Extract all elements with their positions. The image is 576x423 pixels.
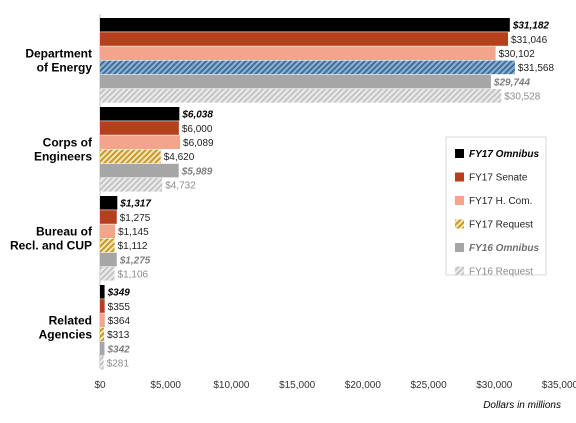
legend-label: FY16 Omnibus <box>469 243 539 254</box>
bar-value-label: $1,317 <box>119 199 151 210</box>
bar-fy16-request-3 <box>100 356 104 370</box>
category-label: Agencies <box>39 328 93 342</box>
bar-value-label: $281 <box>107 359 130 370</box>
x-axis: $0 $5,000 $10,000 $15,000 $20,000 $25,000 $30,… <box>94 380 576 391</box>
bar-fy17-omnibus-1 <box>100 107 180 121</box>
bar-fy17-senate-3 <box>100 299 105 313</box>
bar-fy17-h-com--3 <box>100 313 105 327</box>
bar-fy17-h-com--0 <box>100 46 496 60</box>
legend-swatch <box>455 266 464 276</box>
bar-value-label: $364 <box>108 316 131 327</box>
bar-value-label: $4,732 <box>165 181 196 192</box>
bar-value-label: $355 <box>108 302 131 313</box>
bar-fy17-request-1 <box>100 149 161 164</box>
x-tick-label: $15,000 <box>279 380 316 391</box>
legend-swatch <box>455 219 464 229</box>
bar-value-label: $1,106 <box>118 270 149 281</box>
category-label: Recl. and CUP <box>10 239 92 253</box>
bar-fy16-request-1 <box>100 178 163 192</box>
bar-value-label: $31,568 <box>518 63 555 74</box>
x-tick-label: $0 <box>94 380 106 391</box>
category-label: Department <box>25 47 92 61</box>
legend-swatch <box>455 172 464 182</box>
bar-value-label: $313 <box>107 330 130 341</box>
bar-fy16-omnibus-1 <box>100 163 179 178</box>
category-label: Engineers <box>34 150 92 164</box>
x-tick-label: $30,000 <box>476 380 513 391</box>
bar-fy17-h-com--2 <box>100 224 116 238</box>
bars-group <box>100 18 515 370</box>
bar-fy17-senate-2 <box>100 210 117 224</box>
bar-fy16-omnibus-0 <box>100 74 491 89</box>
x-tick-label: $10,000 <box>213 380 250 391</box>
category-label: of Energy <box>37 61 93 75</box>
category-label: Related <box>49 314 92 328</box>
bar-value-label: $1,275 <box>119 255 151 266</box>
legend-label: FY17 Senate <box>469 173 528 184</box>
bar-fy17-h-com--1 <box>100 135 181 149</box>
bar-value-label: $30,528 <box>504 92 541 103</box>
legend-label: FY16 Request <box>469 267 533 278</box>
bar-value-label: $29,744 <box>493 77 531 88</box>
x-tick-label: $25,000 <box>410 380 447 391</box>
x-tick-label: $20,000 <box>345 380 382 391</box>
bar-fy17-request-3 <box>100 327 105 342</box>
legend-swatch <box>455 196 464 205</box>
bar-value-label: $1,145 <box>118 227 149 238</box>
category-label: Bureau of <box>36 225 93 239</box>
bar-fy17-senate-1 <box>100 121 179 135</box>
bar-value-label: $6,000 <box>182 124 213 135</box>
bar-fy16-omnibus-2 <box>100 252 117 267</box>
bar-value-label: $6,089 <box>183 138 214 149</box>
bar-value-label: $31,182 <box>512 21 550 32</box>
bar-fy17-senate-0 <box>100 32 509 46</box>
bar-value-label: $5,989 <box>181 166 213 177</box>
bar-value-label: $342 <box>106 344 130 355</box>
bar-fy17-request-2 <box>100 238 115 253</box>
category-label: Corps of <box>43 136 93 150</box>
x-tick-label: $35,000 <box>542 380 576 391</box>
bar-value-label: $349 <box>107 288 131 299</box>
bar-value-label: $1,275 <box>120 213 151 224</box>
bar-fy17-omnibus-2 <box>100 196 118 210</box>
bar-value-label: $31,046 <box>511 35 548 46</box>
bar-value-label: $6,038 <box>181 110 213 121</box>
legend-label: FY17 Request <box>469 220 533 231</box>
bar-fy17-omnibus-3 <box>100 285 105 299</box>
bar-value-label: $1,112 <box>118 241 148 252</box>
legend: FY17 Omnibus FY17 Senate FY17 H. Com. FY17 … <box>445 136 547 278</box>
bar-fy17-request-0 <box>100 60 515 75</box>
legend-swatch <box>455 243 464 252</box>
bar-fy16-omnibus-3 <box>100 341 105 356</box>
x-axis-title: Dollars in millions <box>483 400 561 411</box>
x-tick-label: $5,000 <box>150 380 181 391</box>
legend-label: FY17 H. Com. <box>469 196 532 207</box>
bar-fy17-omnibus-0 <box>100 18 510 32</box>
bar-fy16-request-2 <box>100 267 115 281</box>
bar-fy16-request-0 <box>100 89 502 103</box>
bar-labels-group: $31,182 $31,046 $30,102 $31,568 $29,744 $30,5… <box>106 21 554 370</box>
legend-swatch <box>455 149 464 158</box>
bar-value-label: $30,102 <box>499 49 536 60</box>
legend-label: FY17 Omnibus <box>469 149 539 160</box>
bar-value-label: $4,620 <box>164 152 195 163</box>
